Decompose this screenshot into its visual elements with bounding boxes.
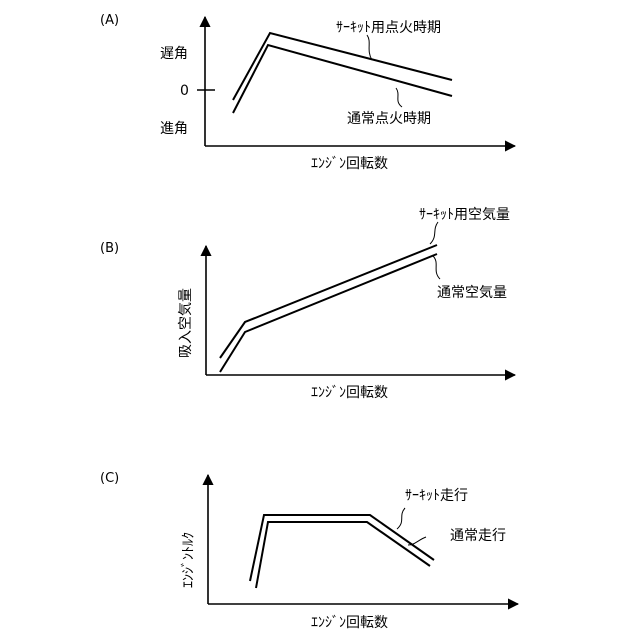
panel-c-engine-torque: (C) ｴﾝｼﾞﾝﾄﾙｸ ｻｰｷｯﾄ走行 通常走行 ｴﾝｼﾞﾝ回転数	[100, 471, 518, 631]
panel-c-circuit-leader	[397, 508, 405, 529]
panel-a-retard-label: 遅角	[160, 46, 188, 62]
panel-a-normal-leader	[396, 88, 402, 107]
panel-c-circuit-run-curve	[250, 515, 434, 581]
panel-a-normal-series-label: 通常点火時期	[347, 111, 431, 127]
panel-b-circuit-air-curve	[220, 245, 437, 358]
panel-b-normal-air-curve	[220, 254, 437, 372]
panel-b-normal-series-label: 通常空気量	[437, 285, 507, 301]
panel-b-normal-leader	[433, 256, 440, 279]
panel-b-circuit-series-label: ｻｰｷｯﾄ用空気量	[419, 207, 510, 223]
panel-b-y-axis-label: 吸入空気量	[178, 288, 194, 358]
panel-a-normal-ignition-curve	[233, 45, 452, 113]
panel-b-x-axis-label: ｴﾝｼﾞﾝ回転数	[311, 385, 388, 401]
panel-b-intake-air: (B) 吸入空気量 ｻｰｷｯﾄ用空気量 通常空気量 ｴﾝｼﾞﾝ回転数	[100, 207, 515, 401]
panel-c-x-axis-label: ｴﾝｼﾞﾝ回転数	[311, 615, 388, 631]
panel-c-circuit-series-label: ｻｰｷｯﾄ走行	[405, 488, 468, 504]
panel-a-circuit-series-label: ｻｰｷｯﾄ用点火時期	[336, 20, 441, 36]
panel-c-y-axis-label: ｴﾝｼﾞﾝﾄﾙｸ	[181, 532, 197, 588]
panel-a-advance-label: 進角	[160, 121, 188, 137]
panel-b-circuit-leader	[430, 222, 438, 244]
panel-a-circuit-leader	[367, 35, 372, 60]
panel-a-zero-label: 0	[180, 83, 189, 99]
panel-c-label: (C)	[100, 471, 119, 486]
panel-b-label: (B)	[100, 241, 119, 256]
panel-a-ignition-timing: (A) 遅角 0 進角 ｻｰｷｯﾄ用点火時期 通常点火時期 ｴﾝｼﾞﾝ回転数	[100, 13, 515, 172]
panel-a-label: (A)	[100, 13, 119, 28]
panel-c-normal-run-curve	[256, 522, 430, 588]
panel-c-normal-series-label: 通常走行	[450, 528, 506, 544]
panel-a-x-axis-label: ｴﾝｼﾞﾝ回転数	[311, 156, 388, 172]
